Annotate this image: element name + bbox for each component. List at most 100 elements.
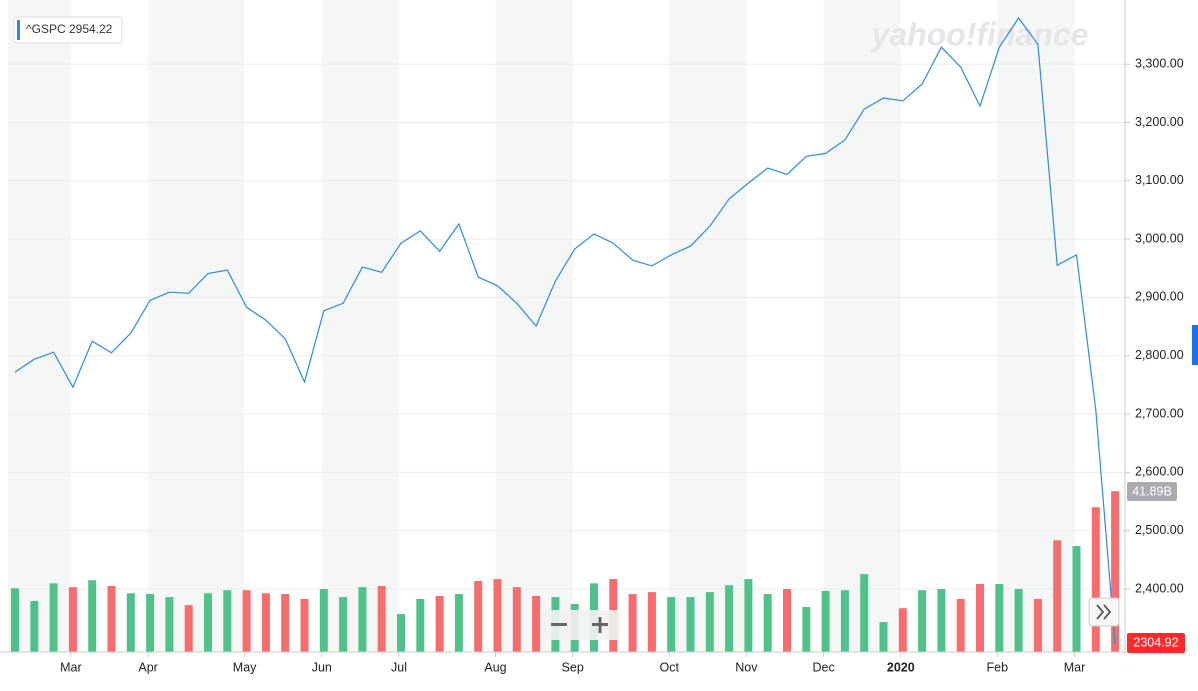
volume-bar bbox=[261, 593, 270, 652]
x-tick-label: Jul bbox=[391, 660, 407, 674]
volume-bar bbox=[281, 594, 290, 652]
volume-bar bbox=[821, 590, 830, 652]
legend-label: ^GSPC 2954.22 bbox=[26, 22, 113, 36]
volume-bar bbox=[918, 590, 927, 652]
volume-badge-label: 41.89B bbox=[1132, 484, 1172, 498]
volume-bar bbox=[1033, 599, 1042, 652]
volume-bar bbox=[49, 583, 58, 652]
y-tick-label: 3,200.00 bbox=[1135, 115, 1184, 129]
x-tick-label: Apr bbox=[138, 660, 157, 674]
watermark: yahoo!finance bbox=[870, 16, 1089, 52]
legend-box bbox=[13, 16, 123, 44]
volume-bar bbox=[377, 585, 386, 652]
month-band bbox=[321, 0, 399, 652]
volume-bar bbox=[995, 584, 1004, 652]
volume-bar bbox=[956, 599, 965, 652]
volume-bar bbox=[339, 597, 348, 652]
volume-bar bbox=[223, 590, 232, 652]
volume-bar bbox=[783, 589, 791, 652]
volume-bar bbox=[802, 607, 811, 652]
volume-bar bbox=[763, 594, 772, 652]
x-tick-label: Mar bbox=[1064, 660, 1086, 674]
volume-bar bbox=[204, 593, 212, 652]
y-tick-label: 2,600.00 bbox=[1135, 465, 1184, 479]
month-band bbox=[495, 0, 573, 652]
volume-bar bbox=[11, 588, 19, 652]
volume-bar bbox=[647, 592, 656, 652]
month-band bbox=[823, 0, 901, 652]
volume-bar bbox=[146, 594, 155, 652]
y-tick-label: 2,400.00 bbox=[1135, 581, 1184, 595]
volume-bar bbox=[628, 594, 637, 652]
x-tick-label: Dec bbox=[812, 660, 834, 674]
x-tick-label: Feb bbox=[987, 660, 1009, 674]
volume-bar bbox=[454, 594, 463, 652]
volume-bar bbox=[667, 597, 676, 652]
volume-bar bbox=[1014, 589, 1023, 652]
x-tick-label: May bbox=[233, 660, 257, 674]
volume-bar bbox=[744, 579, 753, 652]
volume-bar bbox=[725, 585, 734, 652]
x-tick-label: Aug bbox=[484, 660, 506, 674]
volume-bar bbox=[242, 590, 251, 652]
volume-bar bbox=[30, 600, 39, 652]
legend-swatch bbox=[17, 20, 20, 40]
y-tick-label: 2,800.00 bbox=[1135, 348, 1184, 362]
month-band bbox=[997, 0, 1075, 652]
volume-bar bbox=[1072, 546, 1081, 652]
price-line bbox=[14, 17, 1116, 645]
volume-badge bbox=[1127, 482, 1177, 501]
volume-bar bbox=[107, 585, 116, 652]
volume-bar bbox=[937, 589, 946, 652]
month-band bbox=[148, 0, 245, 652]
x-tick-label: Jun bbox=[312, 660, 332, 674]
zoom-out[interactable] bbox=[551, 623, 567, 626]
volume-bar bbox=[358, 587, 367, 652]
volume-bar bbox=[898, 608, 907, 652]
volume-bar bbox=[879, 622, 888, 652]
volume-bar bbox=[126, 593, 135, 652]
scroll-right[interactable] bbox=[1088, 597, 1120, 627]
x-tick-label: Sep bbox=[562, 660, 584, 674]
y-tick-label: 2,900.00 bbox=[1135, 290, 1184, 304]
side-handle[interactable] bbox=[1192, 325, 1198, 365]
volume-bar bbox=[493, 579, 502, 652]
month-bands bbox=[8, 0, 1075, 652]
x-tick-label: Mar bbox=[60, 660, 82, 674]
x-tick-label: 2020 bbox=[887, 660, 915, 674]
volume-bar bbox=[184, 605, 193, 652]
volume-bar bbox=[840, 590, 849, 652]
volume-bar bbox=[1091, 507, 1100, 652]
price-line bbox=[14, 17, 1116, 645]
volume-bar bbox=[686, 597, 695, 652]
volume-bar bbox=[512, 587, 521, 652]
grid bbox=[8, 63, 1125, 590]
volume-bar bbox=[1111, 491, 1120, 652]
y-tick-label: 3,300.00 bbox=[1135, 56, 1184, 70]
volume-bar bbox=[319, 589, 328, 652]
volume-bar bbox=[68, 587, 77, 652]
volume-bar bbox=[976, 584, 984, 652]
zoom-in[interactable] bbox=[592, 617, 608, 633]
month-band bbox=[669, 0, 747, 652]
x-tick-label: Nov bbox=[735, 660, 758, 674]
y-tick-label: 2,500.00 bbox=[1135, 523, 1184, 537]
month-band bbox=[8, 0, 71, 652]
price-badge bbox=[1127, 633, 1185, 653]
volume-bar bbox=[474, 580, 483, 652]
y-tick-label: 2,700.00 bbox=[1135, 406, 1184, 420]
volume-bar bbox=[397, 613, 405, 652]
x-tick-label: Oct bbox=[659, 660, 679, 674]
volume-bar bbox=[435, 595, 444, 652]
volume-bar bbox=[860, 574, 869, 652]
volume-bar bbox=[532, 595, 541, 652]
volume-bar bbox=[705, 592, 714, 652]
volume-bar bbox=[300, 599, 309, 652]
y-tick-label: 3,000.00 bbox=[1135, 231, 1184, 245]
volume-bar bbox=[88, 580, 97, 652]
volume-bars bbox=[11, 491, 1120, 652]
volume-bar bbox=[1053, 540, 1062, 652]
volume-bar bbox=[416, 599, 425, 652]
y-tick-label: 3,100.00 bbox=[1135, 173, 1184, 187]
